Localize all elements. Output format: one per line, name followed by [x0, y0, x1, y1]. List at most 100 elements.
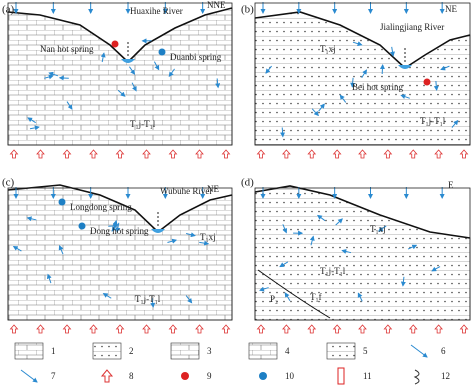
flow-arrow	[316, 214, 326, 222]
legend-number: 5	[363, 346, 368, 356]
flow-arrow	[379, 63, 385, 75]
heat-flow-arrow	[221, 149, 231, 159]
formation-label: T₁j-T₁l	[130, 119, 156, 129]
spring-marker	[111, 40, 119, 48]
formation-label: T₁j-T₁l	[320, 266, 346, 276]
legend-symbol	[92, 342, 122, 360]
legend-symbol	[181, 372, 189, 380]
flow-arrow	[102, 293, 112, 299]
flow-arrow	[185, 232, 196, 238]
legend-number: 7	[51, 371, 56, 381]
panel-frame	[254, 2, 471, 146]
flow-arrow	[100, 52, 106, 63]
flow-arrow	[117, 89, 126, 97]
legend-symbol	[326, 342, 356, 360]
heat-flow-arrow	[307, 324, 317, 334]
flow-arrow	[185, 295, 193, 304]
rock-body	[254, 185, 471, 321]
river	[121, 59, 135, 63]
flow-arrow	[128, 66, 136, 75]
legend-symbol	[259, 372, 267, 380]
flow-arrow	[46, 273, 52, 284]
panel-label: (b)	[241, 4, 254, 16]
heat-flow-arrow	[332, 149, 342, 159]
legend-symbol	[248, 342, 278, 360]
direction-label: NE	[207, 184, 219, 194]
river	[398, 65, 412, 69]
fault-zone	[257, 269, 331, 319]
flow-arrow	[377, 225, 387, 232]
rock-body	[7, 7, 233, 146]
heat-flow-arrow	[195, 149, 204, 159]
legend-symbol	[337, 367, 345, 385]
heat-flow-arrow	[358, 149, 367, 159]
legend: 1 2 3 4 5 67 8 9 10 11 12	[14, 342, 450, 385]
flow-arrow	[335, 218, 343, 226]
heat-flow-arrow	[36, 149, 45, 159]
river-name: Wubuhe River	[160, 186, 212, 196]
legend-symbol	[170, 342, 200, 360]
flow-arrow	[259, 286, 269, 292]
legend-number: 10	[285, 371, 295, 381]
river-name: Huaxihe River	[130, 6, 183, 16]
legend-number: 2	[129, 346, 134, 356]
panel: (d) E T₁xj T₁j-T₁l T₁f P₂	[241, 177, 471, 334]
flow-arrow	[131, 82, 137, 92]
flow-arrow	[431, 266, 441, 272]
panel-frame	[7, 187, 233, 321]
formation-label: T₁j-T₁l	[420, 116, 446, 126]
legend-symbol	[20, 369, 38, 383]
flow-arrow	[318, 103, 325, 112]
heat-flow-arrow	[9, 324, 19, 334]
flow-arrow	[440, 65, 450, 71]
formation-label: T₁f	[310, 292, 322, 302]
formation-label: T₁xj	[370, 224, 386, 234]
panel-label: (d)	[241, 177, 254, 189]
heat-flow-arrow	[281, 149, 291, 159]
flow-arrow	[284, 292, 291, 301]
heat-flow-arrow	[89, 324, 98, 334]
flow-arrow	[167, 238, 178, 244]
heat-flow-arrow	[383, 324, 393, 334]
flow-arrow	[215, 78, 221, 89]
flow-arrow	[27, 117, 36, 124]
legend-symbol	[100, 369, 114, 383]
heat-flow-arrow	[168, 149, 178, 159]
heat-flow-arrow	[332, 324, 342, 334]
flow-arrow	[407, 244, 418, 250]
flow-arrow	[199, 240, 210, 246]
legend-number: 6	[441, 346, 446, 356]
spring-marker	[423, 78, 431, 86]
flow-arrow	[451, 119, 459, 128]
flow-arrow	[168, 68, 175, 77]
flow-arrow	[361, 69, 367, 79]
legend-symbol	[410, 344, 428, 358]
formation-label: T₁xj	[200, 232, 216, 242]
heat-flow-arrow	[62, 324, 72, 334]
spring-marker	[78, 222, 86, 230]
flow-arrow	[48, 71, 58, 77]
heat-flow-arrow	[36, 324, 45, 334]
heat-flow-arrow	[62, 149, 72, 159]
flow-arrow	[66, 101, 73, 110]
panel-frame	[7, 2, 233, 146]
heat-flow-arrow	[307, 149, 317, 159]
flow-arrow	[265, 65, 272, 74]
flow-arrow	[115, 222, 121, 233]
legend-number: 9	[207, 371, 212, 381]
flow-arrow	[26, 216, 37, 222]
heat-flow-arrow	[434, 149, 444, 159]
legend-number: 3	[207, 346, 212, 356]
formation-label: P₂	[270, 294, 278, 304]
flow-arrow	[350, 77, 356, 88]
flow-arrow	[280, 127, 286, 138]
heat-flow-arrow	[358, 324, 367, 334]
heat-flow-arrow	[408, 324, 418, 334]
legend-number: 12	[441, 371, 450, 381]
legend-symbol	[413, 369, 420, 385]
spring-name: Duanbi spring	[170, 52, 222, 62]
flow-arrow	[58, 245, 64, 255]
